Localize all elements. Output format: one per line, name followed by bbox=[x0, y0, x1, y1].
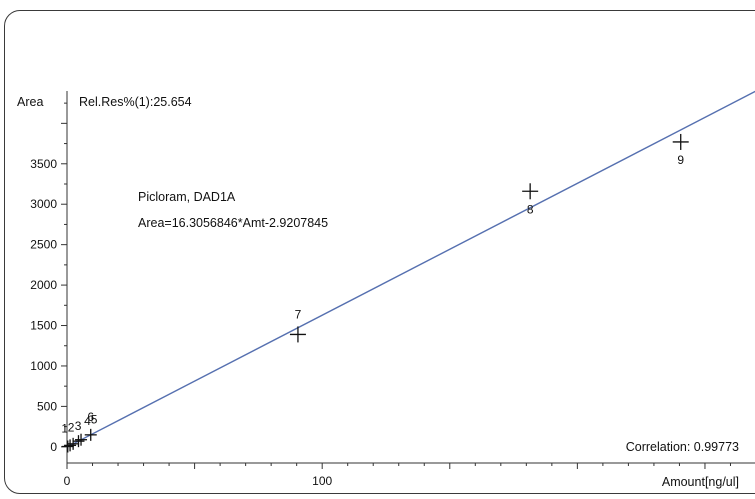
calibration-fit-line bbox=[66, 90, 755, 448]
y-tick-label: 2000 bbox=[30, 278, 57, 292]
point-label: 9 bbox=[677, 153, 684, 167]
point-label: 3 bbox=[75, 419, 82, 433]
point-label: 8 bbox=[527, 202, 534, 216]
y-tick-label: 0 bbox=[50, 440, 57, 454]
x-tick-label: 0 bbox=[64, 474, 71, 488]
point-label: 4 bbox=[84, 414, 91, 428]
correlation-label: Correlation: 0.99773 bbox=[626, 440, 739, 454]
data-point-6: 6 bbox=[84, 410, 97, 441]
rel-res-label: Rel.Res%(1):25.654 bbox=[79, 95, 192, 109]
point-label: 5 bbox=[91, 413, 98, 427]
compound-label: Picloram, DAD1A bbox=[138, 190, 236, 204]
point-label: 2 bbox=[68, 420, 75, 434]
y-tick-label: 3500 bbox=[30, 157, 57, 171]
point-label: 7 bbox=[295, 307, 302, 321]
y-tick-label: 2500 bbox=[30, 238, 57, 252]
y-tick-label: 3000 bbox=[30, 197, 57, 211]
fit-line-group bbox=[66, 90, 755, 448]
y-tick-label: 1000 bbox=[30, 359, 57, 373]
point-label: 1 bbox=[61, 422, 68, 436]
data-point-2: 2 bbox=[64, 420, 77, 452]
data-point-7: 7 bbox=[289, 307, 306, 343]
axes: 0 500 1000 1500 2000 2500 3000 3500 0 100 bbox=[30, 91, 755, 488]
data-point-9: 9 bbox=[672, 133, 689, 167]
data-point-5: 5 bbox=[75, 413, 98, 446]
y-axis-label: Area bbox=[17, 95, 43, 109]
data-point-3: 3 bbox=[67, 419, 82, 450]
y-tick-label: 500 bbox=[37, 399, 57, 413]
point-label: 6 bbox=[87, 410, 94, 424]
calibration-chart: 0 500 1000 1500 2000 2500 3000 3500 0 100 1 2 3 4 56 7… bbox=[17, 90, 755, 489]
data-point-1: 1 bbox=[61, 422, 74, 453]
y-tick-label: 1500 bbox=[30, 319, 57, 333]
data-point-8: 8 bbox=[522, 183, 539, 216]
data-points: 1 2 3 4 56 7 8 9 bbox=[61, 133, 689, 453]
x-tick-label: 100 bbox=[312, 474, 332, 488]
x-axis-label: Amount[ng/ul] bbox=[662, 475, 739, 489]
data-point-4: 4 bbox=[72, 414, 91, 448]
equation-label: Area=16.3056846*Amt-2.9207845 bbox=[138, 216, 328, 230]
